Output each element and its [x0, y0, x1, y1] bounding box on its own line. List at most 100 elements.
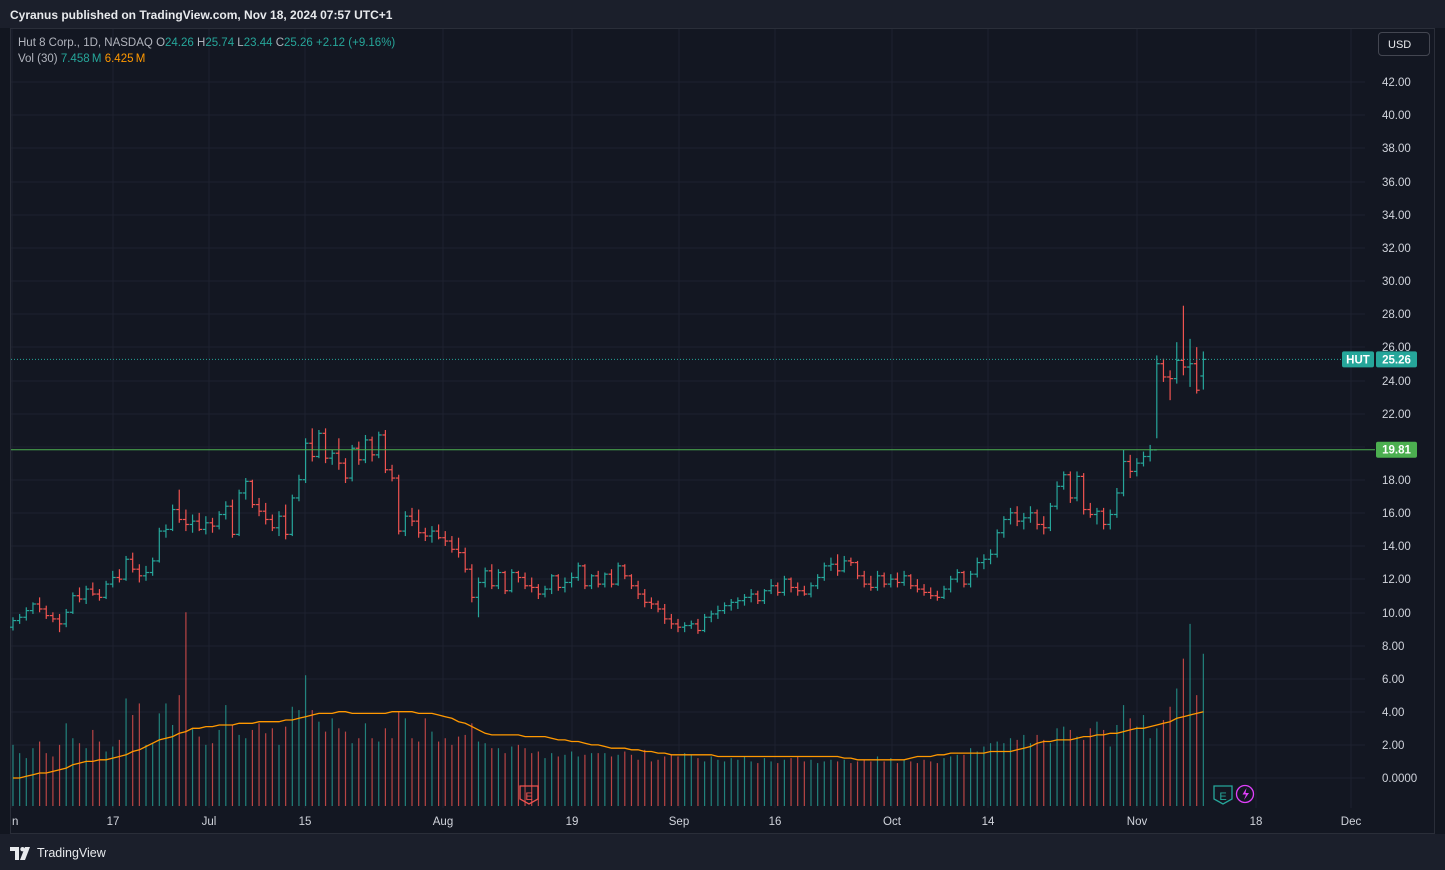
ohlc-bar — [1107, 509, 1114, 530]
time-tick-label: 14 — [982, 816, 995, 828]
ohlc-bar — [754, 590, 761, 604]
earnings-icon[interactable] — [1213, 785, 1233, 805]
chart-frame[interactable] — [10, 28, 1435, 834]
ohlc-bar — [1027, 506, 1034, 523]
ohlc-bar — [1040, 516, 1047, 535]
level-line-badge[interactable] — [1376, 441, 1417, 458]
ohlc-bar — [16, 613, 23, 624]
ohlc-bar — [714, 605, 721, 619]
time-tick-label: Aug — [433, 816, 453, 828]
ohlc-bar — [967, 570, 974, 588]
ohlc-bar — [694, 618, 701, 634]
ohlc-bar — [867, 575, 874, 591]
ohlc-bar — [495, 569, 502, 590]
ohlc-bar — [841, 555, 848, 573]
ohlc-bar — [295, 474, 302, 502]
ohlc-bar — [568, 572, 575, 588]
ohlc-bar — [688, 620, 695, 629]
ohlc-bar — [1093, 507, 1100, 525]
ohlc-bar — [302, 438, 309, 484]
ohlc-bar — [921, 584, 928, 596]
ohlc-bar — [1113, 488, 1120, 518]
price-tick-label: 24.00 — [1382, 376, 1411, 388]
ohlc-bar — [1007, 507, 1014, 525]
ohlc-bar — [362, 434, 369, 464]
ohlc-bar — [748, 589, 755, 603]
ohlc-bar — [814, 574, 821, 590]
ohlc-bar — [269, 514, 276, 532]
ohlc-bar — [581, 564, 588, 590]
ohlc-bar — [1133, 458, 1140, 477]
ohlc-bar — [389, 464, 396, 482]
ohlc-bar — [216, 511, 223, 530]
ohlc-bar — [488, 564, 495, 590]
legend-price-row: Hut 8 Corp., 1D, NASDAQ O24.26 H25.74 L2… — [18, 35, 395, 51]
ohlc-bar — [535, 584, 542, 600]
ohlc-bar — [1000, 516, 1007, 538]
ohlc-bar — [661, 604, 668, 624]
ohlc-bar — [927, 587, 934, 600]
price-tick-label: 10.00 — [1382, 608, 1411, 620]
ohlc-bar — [56, 613, 63, 633]
published-info: Cyranus published on TradingView.com, No… — [10, 8, 393, 22]
ohlc-bar — [402, 511, 409, 537]
ohlc-bar — [229, 499, 236, 538]
ohlc-bar — [601, 572, 608, 588]
ohlc-bar — [954, 569, 961, 583]
tradingview-logo[interactable]: TradingView — [10, 846, 106, 860]
ohlc-bar — [901, 570, 908, 586]
ohlc-bar — [162, 524, 169, 538]
ohlc-bar — [428, 526, 435, 543]
ohlc-bar — [249, 479, 256, 508]
currency-button[interactable]: USD — [1378, 32, 1430, 56]
ohlc-bar — [335, 438, 342, 470]
earnings-icon-letter: E — [1219, 791, 1226, 803]
ohlc-bar — [621, 564, 628, 580]
ohlc-bar — [1127, 454, 1134, 479]
legend-volume-label[interactable]: Vol (30) — [18, 53, 58, 65]
ohlc-bar — [468, 564, 475, 603]
ohlc-bar — [894, 572, 901, 588]
ohlc-bar — [655, 600, 662, 613]
legend-low-value: 23.44 — [243, 37, 273, 49]
legend-symbol[interactable]: Hut 8 Corp., 1D, NASDAQ — [18, 37, 153, 49]
ohlc-bar — [482, 567, 489, 588]
ohlc-bar — [415, 509, 422, 538]
price-tick-label: 6.00 — [1382, 674, 1404, 686]
ohlc-bar — [276, 511, 282, 537]
tradingview-logo-text: TradingView — [37, 846, 106, 860]
ohlc-bar — [588, 574, 595, 590]
price-tick-label: 32.00 — [1382, 243, 1411, 255]
ohlc-bar — [847, 557, 854, 566]
last-price-symbol-badge — [1342, 351, 1374, 368]
earnings-icon[interactable] — [519, 785, 539, 805]
ohlc-bar — [987, 549, 994, 565]
ohlc-bar — [681, 622, 688, 633]
ohlc-bar — [96, 589, 103, 601]
last-price-badge — [1376, 351, 1417, 368]
price-tick-label: 4.00 — [1382, 707, 1404, 719]
legend-close-value: 25.26 — [284, 37, 313, 49]
price-tick-label: 12.00 — [1382, 574, 1411, 586]
ohlc-bar — [721, 602, 728, 614]
ohlc-bar — [628, 574, 635, 590]
ohlc-bar — [615, 562, 622, 586]
dividend-split-icon[interactable] — [1235, 784, 1255, 804]
footer-bar — [0, 834, 1445, 870]
ohlc-bar — [1187, 338, 1194, 387]
ohlc-bar — [43, 605, 50, 619]
ohlc-bar — [10, 617, 16, 631]
ohlc-bar — [176, 489, 183, 523]
ohlc-bar — [608, 569, 615, 588]
ohlc-bar — [36, 597, 43, 613]
ohlc-bar — [475, 577, 482, 618]
ohlc-bar — [595, 570, 602, 588]
ohlc-bar — [1034, 509, 1041, 530]
last-price-symbol-text: HUT — [1346, 354, 1370, 366]
legend-high-label: H — [197, 37, 206, 49]
earnings-icon-letter: E — [525, 791, 532, 803]
ohlc-bar — [934, 590, 941, 601]
ohlc-bar — [575, 562, 582, 581]
ohlc-bar — [502, 570, 509, 595]
